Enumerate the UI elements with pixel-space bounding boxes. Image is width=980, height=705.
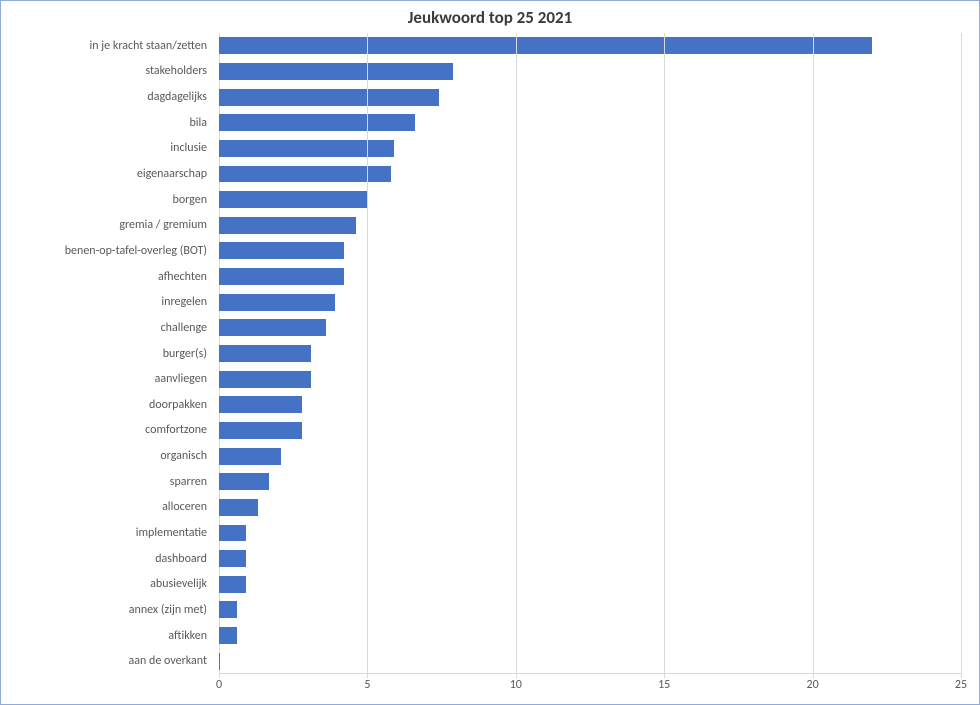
y-axis-label: implementatie: [1, 520, 213, 546]
bar-row: [219, 161, 961, 187]
bar-row: [219, 597, 961, 623]
y-axis-label: annex (zijn met): [1, 597, 213, 623]
bar: [219, 371, 311, 388]
y-axis-label: gremia / gremium: [1, 212, 213, 238]
bar: [219, 294, 335, 311]
x-tick-label: 5: [364, 678, 370, 692]
bar-row: [219, 469, 961, 495]
bar: [219, 499, 258, 516]
y-axis-label: sparren: [1, 469, 213, 495]
y-axis-label: alloceren: [1, 495, 213, 521]
y-axis-label: borgen: [1, 187, 213, 213]
bar: [219, 601, 237, 618]
bar-row: [219, 648, 961, 674]
bar: [219, 473, 269, 490]
y-axis-label: organisch: [1, 443, 213, 469]
y-axis-label: aanvliegen: [1, 366, 213, 392]
bar-row: [219, 418, 961, 444]
y-axis-label: aftikken: [1, 623, 213, 649]
bar: [219, 525, 246, 542]
y-axis-label: abusievelijk: [1, 571, 213, 597]
x-axis-ticks: 0510152025: [219, 678, 961, 698]
bar-row: [219, 264, 961, 290]
bar: [219, 63, 453, 80]
y-axis-label: bila: [1, 110, 213, 136]
bar: [219, 627, 237, 644]
bar: [219, 653, 220, 670]
bar-row: [219, 238, 961, 264]
bar-row: [219, 392, 961, 418]
bar-row: [219, 84, 961, 110]
bar: [219, 345, 311, 362]
bar-row: [219, 59, 961, 85]
bar-row: [219, 495, 961, 521]
bar-row: [219, 366, 961, 392]
bar-row: [219, 289, 961, 315]
bar: [219, 268, 344, 285]
y-axis-label: benen-op-tafel-overleg (BOT): [1, 238, 213, 264]
bar-row: [219, 341, 961, 367]
bar-row: [219, 546, 961, 572]
bar: [219, 550, 246, 567]
bar-row: [219, 212, 961, 238]
y-axis-label: eigenaarschap: [1, 161, 213, 187]
bar: [219, 191, 367, 208]
bar-row: [219, 520, 961, 546]
y-axis-label: comfortzone: [1, 418, 213, 444]
bar-row: [219, 110, 961, 136]
y-axis-label: challenge: [1, 315, 213, 341]
y-axis-label: afhechten: [1, 264, 213, 290]
bar: [219, 422, 302, 439]
y-axis-label: dashboard: [1, 546, 213, 572]
plot-area: [219, 33, 961, 674]
bar: [219, 166, 391, 183]
y-axis-label: inregelen: [1, 289, 213, 315]
bar-row: [219, 623, 961, 649]
gridline: [367, 33, 368, 674]
x-tick-label: 25: [955, 678, 967, 692]
y-axis-label: inclusie: [1, 136, 213, 162]
bar: [219, 217, 356, 234]
bar: [219, 396, 302, 413]
bar: [219, 576, 246, 593]
bar-row: [219, 136, 961, 162]
y-axis-label: doorpakken: [1, 392, 213, 418]
y-axis-label: stakeholders: [1, 59, 213, 85]
chart-title: Jeukwoord top 25 2021: [1, 1, 979, 32]
x-tick-label: 15: [658, 678, 670, 692]
gridline: [813, 33, 814, 674]
y-axis-label: aan de overkant: [1, 648, 213, 674]
bar: [219, 89, 439, 106]
bar: [219, 114, 415, 131]
bar-row: [219, 33, 961, 59]
bar: [219, 448, 281, 465]
bar-row: [219, 443, 961, 469]
y-axis-label: in je kracht staan/zetten: [1, 33, 213, 59]
bar: [219, 242, 344, 259]
bar: [219, 319, 326, 336]
bar-row: [219, 187, 961, 213]
x-tick-label: 10: [510, 678, 522, 692]
y-axis-label: dagdagelijks: [1, 84, 213, 110]
gridline: [516, 33, 517, 674]
x-tick-label: 20: [807, 678, 819, 692]
y-axis-label: burger(s): [1, 341, 213, 367]
chart-container: Jeukwoord top 25 2021 in je kracht staan…: [0, 0, 980, 705]
gridline: [961, 33, 962, 674]
bar-row: [219, 571, 961, 597]
gridline: [664, 33, 665, 674]
bars-wrap: [219, 33, 961, 674]
bar: [219, 37, 872, 54]
x-tick-label: 0: [216, 678, 222, 692]
y-axis-labels: in je kracht staan/zettenstakeholdersdag…: [1, 33, 213, 674]
bar-row: [219, 315, 961, 341]
